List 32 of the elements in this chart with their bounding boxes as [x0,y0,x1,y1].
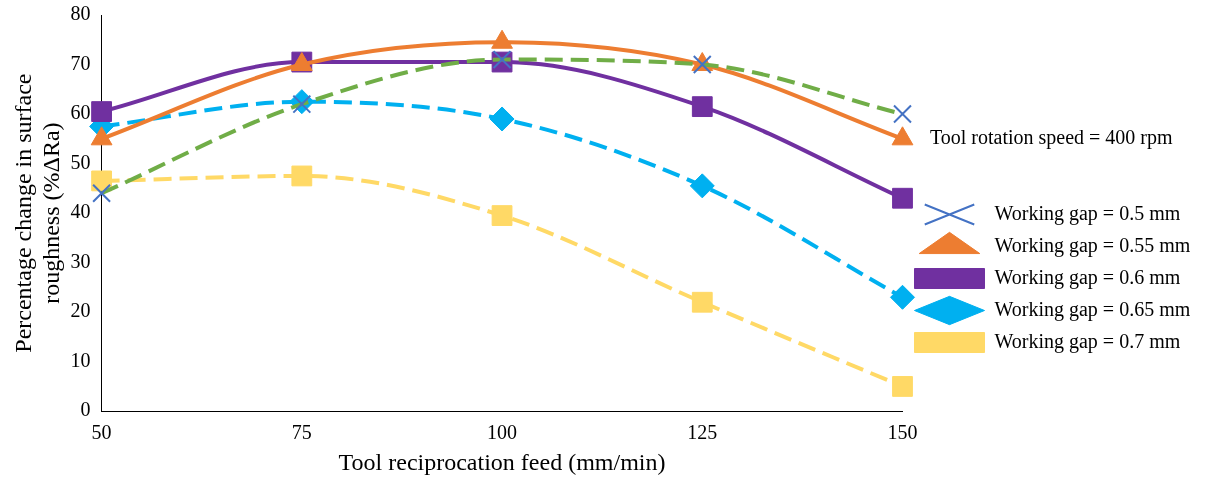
point [892,376,913,397]
point [892,187,913,209]
point [691,96,713,118]
y-tick-label: 80 [70,2,91,25]
y-tick-label: 0 [80,398,91,421]
point [691,291,713,313]
point [689,173,715,199]
legend-label: Working gap = 0.7 mm [994,329,1181,353]
x-tick-label: 150 [887,421,918,444]
y-tick-label: 70 [70,51,91,74]
point [489,106,515,132]
x-tick-label: 50 [91,421,112,444]
x-tick-label: 125 [687,421,718,444]
x-tick-label: 75 [291,421,312,444]
y-tick-label: 40 [70,200,91,223]
x-tick-label: 100 [487,421,518,444]
y-tick-label: 30 [70,249,91,272]
y-axis-title: Percentage change in surface roughness (%ΔRa) [9,73,65,353]
point [91,101,112,122]
y-tick-label: 60 [70,101,91,124]
x-axis-title: Tool reciprocation feed (mm/min) [338,448,666,475]
y-tick-label: 10 [70,348,91,371]
y-tick-label: 20 [70,299,91,322]
point [291,165,313,187]
legend-label: Working gap = 0.65 mm [994,297,1191,321]
legend-title: Tool rotation speed = 400 rpm [929,125,1173,149]
y-tick-label: 50 [70,150,91,173]
point [890,284,915,310]
point [491,205,513,226]
legend-label: Working gap = 0.55 mm [994,233,1191,257]
legend-label: Working gap = 0.5 mm [994,201,1181,225]
legend-label: Working gap = 0.6 mm [994,265,1181,289]
